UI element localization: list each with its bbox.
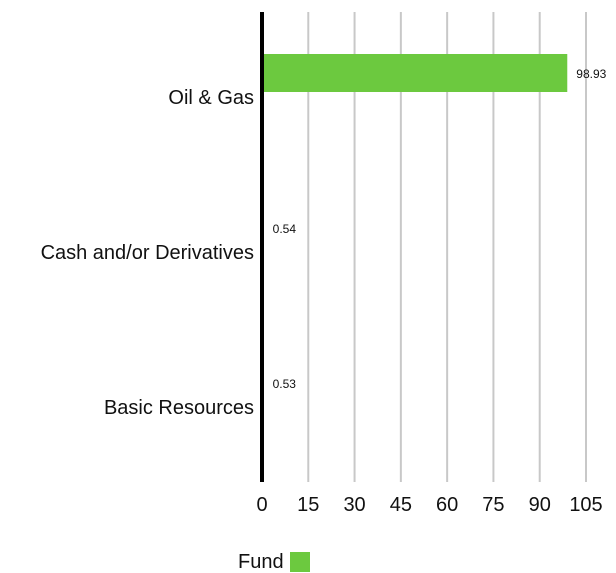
data-labels: 98.93 0.54 0.53 (273, 67, 607, 391)
x-tick-label: 105 (569, 494, 602, 516)
x-tick-label: 30 (343, 494, 365, 516)
legend-label: Fund (238, 551, 284, 573)
data-label: 0.53 (273, 377, 297, 391)
category-labels: Oil & Gas Cash and/or Derivatives Basic Re… (41, 87, 254, 419)
x-tick-label: 0 (256, 494, 267, 516)
x-tick-label: 90 (529, 494, 551, 516)
category-label: Oil & Gas (168, 87, 254, 109)
x-tick-label: 45 (390, 494, 412, 516)
x-tick-label: 60 (436, 494, 458, 516)
data-label: 0.54 (273, 222, 297, 236)
x-tick-label: 15 (297, 494, 319, 516)
category-label: Basic Resources (104, 397, 254, 419)
x-tick-label: 75 (482, 494, 504, 516)
category-label: Cash and/or Derivatives (41, 242, 254, 264)
bar (262, 54, 568, 92)
x-tick-labels: 0 15 30 45 60 75 90 105 (256, 494, 602, 516)
data-label: 98.93 (576, 67, 606, 81)
legend-swatch (289, 552, 310, 572)
legend: Fund (238, 551, 310, 573)
